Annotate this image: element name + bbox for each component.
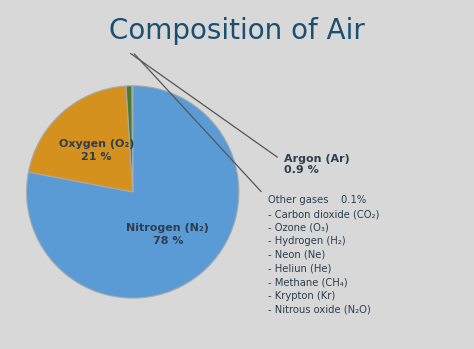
Text: Argon (Ar)
0.9 %: Argon (Ar) 0.9 %: [284, 154, 350, 175]
Wedge shape: [126, 86, 133, 192]
Text: Nitrogen (N₂)
78 %: Nitrogen (N₂) 78 %: [127, 223, 210, 246]
Text: Composition of Air: Composition of Air: [109, 17, 365, 45]
Text: Other gases    0.1%
- Carbon dioxide (CO₂)
- Ozone (O₃)
- Hydrogen (H₂)
- Neon (: Other gases 0.1% - Carbon dioxide (CO₂) …: [268, 195, 379, 314]
Wedge shape: [28, 86, 133, 192]
Wedge shape: [27, 86, 239, 298]
Wedge shape: [132, 86, 133, 192]
Text: Oxygen (O₂)
21 %: Oxygen (O₂) 21 %: [58, 139, 134, 162]
